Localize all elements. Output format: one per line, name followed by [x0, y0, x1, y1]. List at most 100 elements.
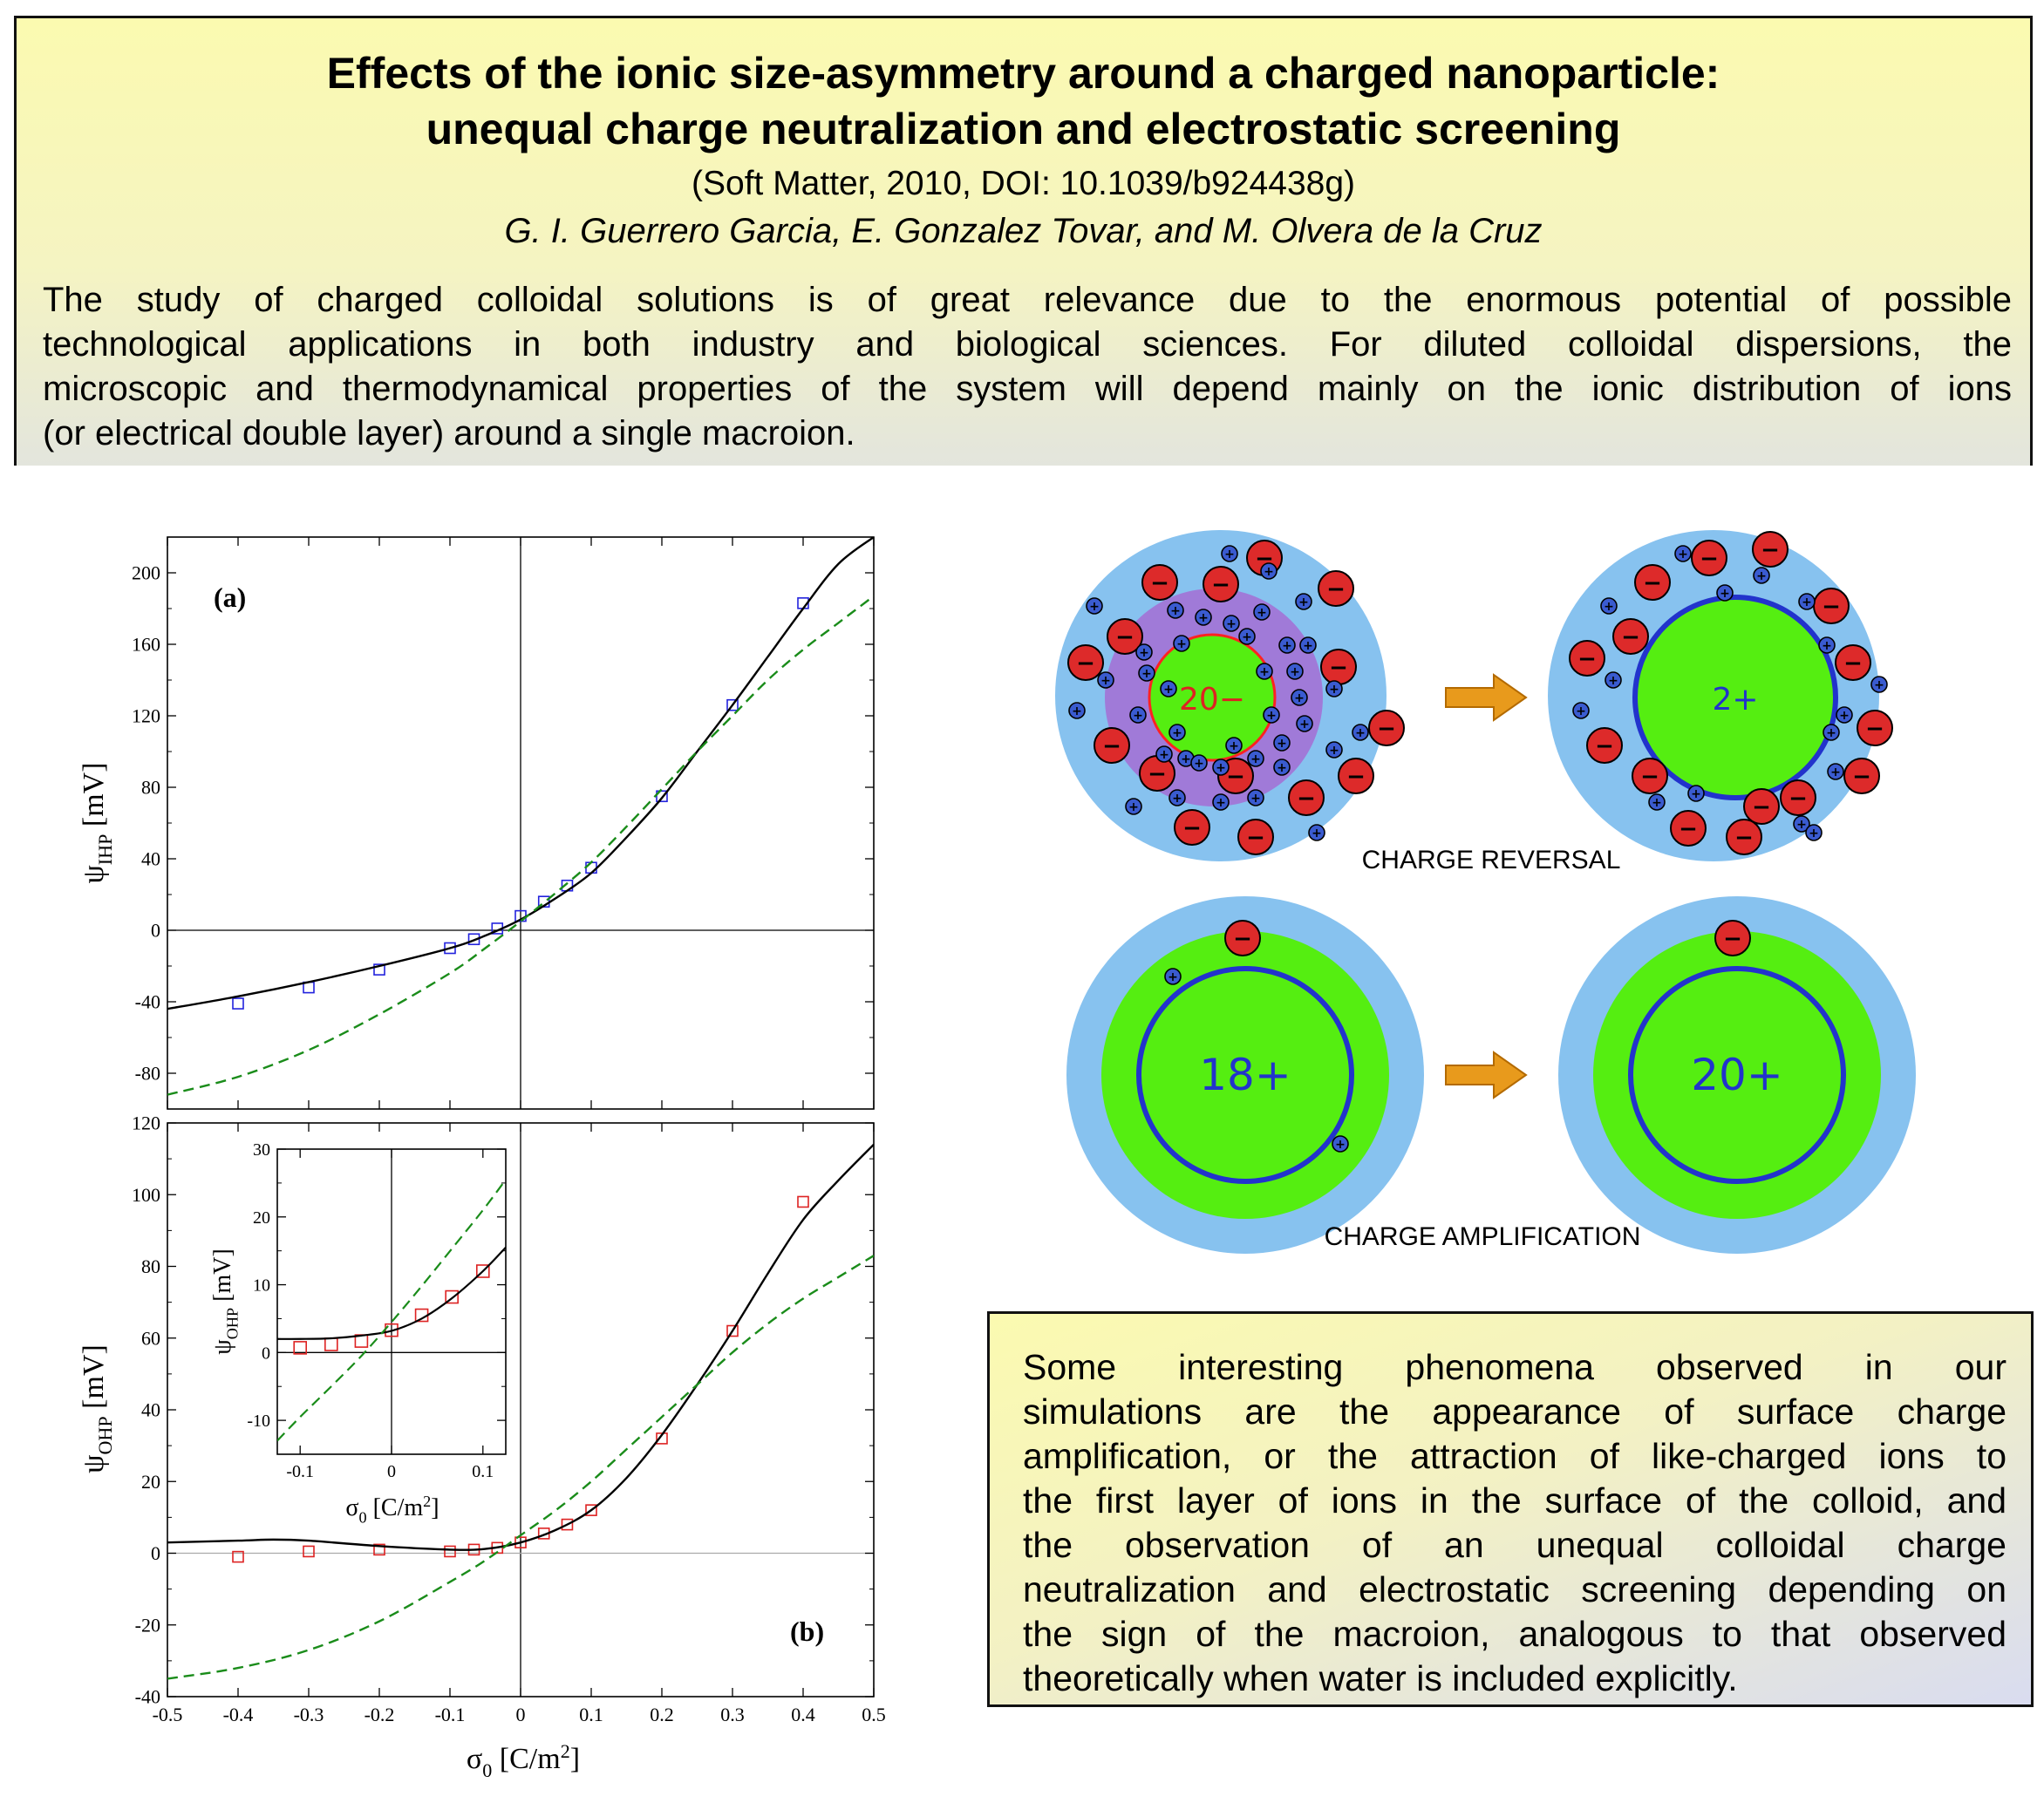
plus-sign: +: [1198, 611, 1209, 625]
cation-body: [1068, 702, 1086, 719]
charge-reversal-caption: CHARGE REVERSAL: [1361, 846, 1621, 874]
chart-panel-a: -80 -40 0 40 80 120 160 200 (a) ψIHP [mV]: [78, 536, 875, 1110]
data-marker: [561, 1518, 574, 1531]
cation: +: [1129, 706, 1147, 724]
x-axis-label: σ0 [C/m2]: [467, 1740, 580, 1781]
plot-area: [167, 1143, 874, 1680]
data-marker: [232, 997, 244, 1010]
cation: +: [1793, 815, 1810, 833]
cation-body: [1168, 724, 1186, 741]
anion-body: [1288, 779, 1325, 816]
anion-body: [1632, 758, 1668, 794]
cation: +: [1600, 597, 1618, 615]
cation-body: [1308, 824, 1325, 841]
summary-line: the first layer of ions in the surface o…: [1023, 1480, 2007, 1521]
plus-sign: +: [1874, 678, 1884, 692]
y-tick-label: 20: [253, 1208, 270, 1228]
plus-sign: +: [1576, 704, 1586, 718]
cation-body: [1805, 824, 1823, 841]
cation: +: [1299, 636, 1317, 654]
dashed-theory-curve: [167, 595, 874, 1096]
plus-sign: +: [1266, 709, 1277, 723]
particle-2-plus: 2+−− −−−−−−−−−− −− −+++++++ +++++++++: [1548, 530, 1893, 861]
cation: +: [1160, 680, 1177, 697]
ion-diagram: 20−− −−−−− −−−−− −−− −++++++ ++++++ ++++ + ++ +++…: [1055, 530, 1916, 1254]
macroion-charge-label: 18+: [1199, 1050, 1291, 1100]
summary-line: amplification, or the attraction of like…: [1023, 1436, 2007, 1476]
header-panel: Effects of the ionic size-asymmetry arou…: [14, 16, 2033, 466]
cation-body: [1164, 968, 1182, 985]
plus-sign: +: [1139, 646, 1149, 660]
cation-body: [1273, 759, 1291, 776]
cation: +: [1195, 609, 1212, 626]
plus-sign: +: [1652, 796, 1662, 810]
anion: −: [1726, 819, 1762, 855]
y-tick-label: 0: [151, 1542, 160, 1564]
cation: +: [1325, 680, 1343, 697]
y-tick-label: 40: [141, 1399, 160, 1421]
cation-body: [1225, 737, 1243, 754]
summary-line: the sign of the macroion, analogous to t…: [1023, 1614, 2007, 1654]
minus-sign: −: [1843, 650, 1863, 677]
abstract-line: technological applications in both indus…: [43, 325, 2012, 364]
plus-sign: +: [1691, 787, 1701, 801]
panel-label-a: (a): [214, 582, 246, 613]
cation: +: [1295, 593, 1312, 610]
summary-line: neutralization and electrostatic screeni…: [1023, 1569, 2007, 1609]
anion: −: [1843, 758, 1880, 794]
plus-sign: +: [1141, 667, 1152, 681]
cation: +: [1135, 643, 1153, 661]
cation: +: [1155, 745, 1173, 763]
summary-line: theoretically when water is included exp…: [1023, 1658, 1738, 1698]
plus-sign: +: [1100, 674, 1111, 688]
y-tick-label: 80: [141, 777, 160, 799]
cation: +: [1823, 724, 1840, 741]
plus-sign: +: [1216, 796, 1226, 810]
plus-sign: +: [1181, 752, 1191, 766]
anion: −: [1368, 710, 1405, 746]
cation-body: [1823, 724, 1840, 741]
anion: −: [1224, 920, 1261, 956]
minus-sign: −: [1788, 786, 1808, 812]
anion: −: [1320, 649, 1357, 685]
x-tick-label: 0.1: [472, 1462, 494, 1481]
minus-sign: −: [1865, 716, 1884, 742]
anion: −: [1691, 540, 1727, 576]
cation-body: [1173, 635, 1190, 652]
cation: +: [1352, 724, 1369, 741]
anion-body: [1743, 788, 1780, 825]
cation-body: [1572, 702, 1590, 719]
cation: +: [1273, 734, 1291, 752]
anion-body: [1094, 727, 1130, 764]
x-tick-label: 0.2: [650, 1704, 674, 1725]
plus-sign: +: [1172, 792, 1182, 806]
data-marker: [303, 1545, 315, 1558]
minus-sign: −: [1700, 546, 1719, 572]
y-tick-label: 120: [132, 705, 160, 727]
cation: +: [1173, 635, 1190, 652]
cation-body: [1138, 664, 1155, 682]
x-tick-label: -0.5: [153, 1704, 183, 1725]
minus-sign: −: [1150, 570, 1169, 596]
cation-body: [1605, 671, 1622, 689]
cation: +: [1164, 968, 1182, 985]
solid-theory-curve: [167, 537, 874, 1010]
plus-sign: +: [1242, 630, 1252, 644]
minus-sign: −: [1115, 624, 1134, 650]
cation-body: [1086, 597, 1103, 615]
cation: +: [1805, 824, 1823, 841]
right-arrow-icon: [1445, 673, 1528, 722]
cation: +: [1325, 741, 1343, 759]
summary-line: the observation of an unequal colloidal …: [1023, 1525, 2007, 1565]
data-marker: [444, 942, 456, 955]
x-axis-label: σ0 [C/m2]: [345, 1493, 439, 1526]
plus-sign: +: [1329, 744, 1339, 758]
citation: (Soft Matter, 2010, DOI: 10.1039/b924438…: [692, 165, 1355, 202]
anion: −: [1586, 727, 1623, 764]
minus-sign: −: [1226, 764, 1245, 790]
cation-body: [1155, 745, 1173, 763]
cation: +: [1332, 1135, 1349, 1153]
cation: +: [1125, 798, 1142, 815]
x-tick-label: 0.5: [862, 1704, 886, 1725]
cation-body: [1097, 671, 1114, 689]
